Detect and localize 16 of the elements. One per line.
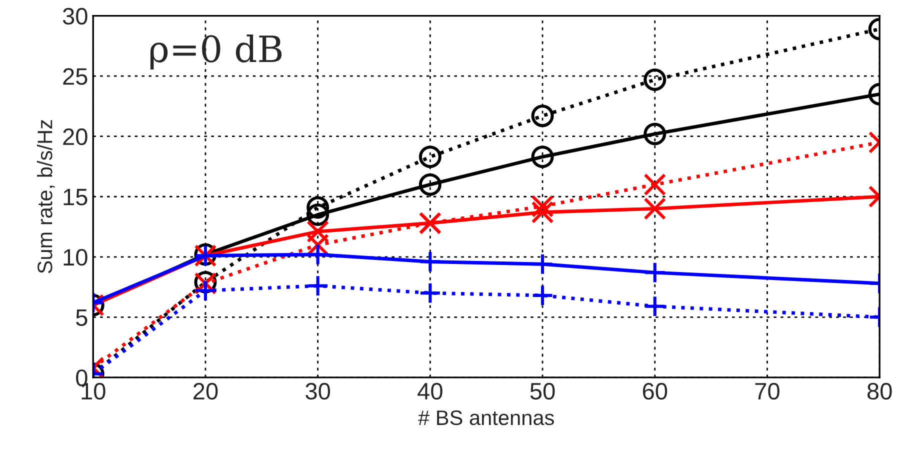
x-tick-label: 40	[418, 382, 442, 400]
y-tick-label: 10	[64, 248, 88, 266]
y-tick-label: 15	[64, 188, 88, 206]
x-tick-label: 60	[642, 382, 668, 400]
annotation: ρ=0 dB	[150, 34, 282, 70]
x-tick-label: 30	[306, 382, 330, 400]
x-tick-label: 70	[755, 382, 780, 400]
x-tick-label: 20	[194, 382, 218, 400]
y-axis-title: Sum rate, b/s/Hz	[37, 120, 55, 274]
x-tick-label: 50	[530, 382, 555, 400]
y-tick-label: 30	[62, 8, 88, 25]
x-tick-label: 80	[867, 382, 892, 400]
y-tick-label: 5	[76, 309, 88, 326]
y-tick-label: 25	[63, 68, 88, 85]
x-axis-title: # BS antennas	[418, 410, 554, 426]
y-tick-label: 20	[63, 128, 88, 146]
